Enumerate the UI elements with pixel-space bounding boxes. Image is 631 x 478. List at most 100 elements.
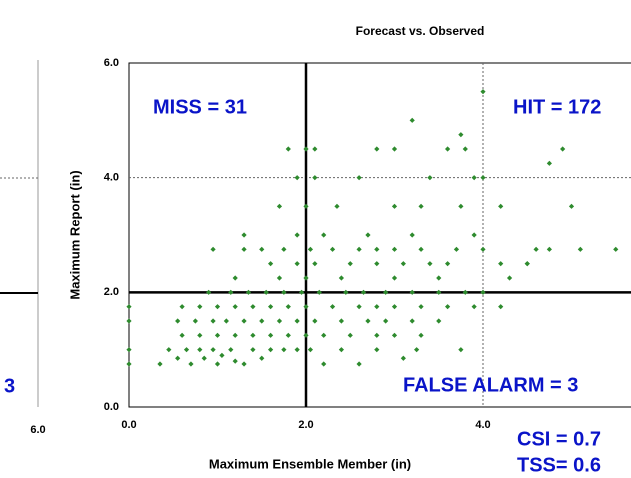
point — [268, 304, 274, 310]
point — [480, 175, 486, 181]
point — [471, 304, 477, 310]
point — [263, 289, 269, 295]
y-axis-label: Maximum Report (in) — [67, 170, 82, 299]
point — [383, 289, 389, 295]
point — [356, 361, 362, 367]
point — [524, 261, 530, 267]
point — [391, 332, 398, 338]
point — [418, 304, 424, 310]
point — [365, 318, 371, 324]
plot-frame — [128, 62, 631, 408]
point — [188, 361, 194, 367]
point — [303, 146, 309, 152]
point — [298, 289, 305, 295]
point — [126, 361, 132, 367]
point — [197, 332, 203, 338]
point — [232, 358, 238, 364]
annotation: 3 — [4, 375, 15, 397]
point — [183, 347, 190, 353]
point — [250, 332, 256, 338]
point — [613, 246, 619, 252]
point — [498, 203, 504, 209]
point — [294, 318, 300, 324]
point — [175, 355, 181, 361]
point — [409, 232, 415, 238]
point — [294, 261, 300, 267]
left-panel-fragment: 6.0 3 — [0, 60, 46, 436]
point — [400, 261, 406, 267]
point — [192, 318, 198, 324]
point — [268, 261, 274, 267]
point — [458, 132, 464, 138]
point — [228, 347, 234, 353]
point — [391, 275, 398, 281]
point — [414, 347, 420, 353]
x-tick-label: 6.0 — [30, 424, 45, 436]
point — [365, 232, 371, 238]
point — [259, 355, 265, 361]
point — [343, 289, 349, 295]
point — [427, 261, 433, 267]
point — [276, 203, 283, 209]
point — [281, 347, 287, 353]
point — [400, 355, 406, 361]
point — [445, 261, 451, 267]
point — [179, 304, 185, 310]
point — [360, 289, 367, 295]
point — [223, 318, 229, 324]
point — [458, 347, 464, 353]
y-tick-label: 0.0 — [104, 401, 119, 413]
point — [197, 347, 203, 353]
point — [338, 347, 344, 353]
point — [259, 318, 265, 324]
point — [281, 289, 287, 295]
y-tick-label: 2.0 — [104, 286, 119, 298]
point — [374, 146, 380, 152]
point — [219, 352, 225, 358]
point — [436, 275, 442, 281]
point — [214, 332, 221, 338]
point — [427, 175, 433, 181]
point — [241, 318, 247, 324]
x-tick-label: 4.0 — [475, 419, 490, 431]
point — [480, 89, 486, 95]
point — [374, 261, 380, 267]
point — [285, 304, 291, 310]
point — [383, 318, 389, 324]
point — [480, 246, 486, 252]
point — [445, 146, 451, 152]
point — [391, 203, 398, 209]
point — [391, 146, 398, 152]
point — [268, 332, 274, 338]
point — [294, 175, 300, 181]
annotation: MISS = 31 — [153, 96, 247, 118]
point — [206, 289, 212, 295]
point — [307, 347, 314, 353]
point — [321, 332, 327, 338]
point — [498, 261, 504, 267]
point — [316, 289, 322, 295]
point — [232, 332, 238, 338]
point — [436, 318, 442, 324]
point — [303, 203, 309, 209]
point — [321, 361, 327, 367]
point — [533, 246, 539, 252]
point — [210, 318, 216, 324]
point — [418, 246, 424, 252]
point — [374, 304, 380, 310]
point — [201, 355, 207, 361]
point — [391, 304, 398, 310]
point — [418, 332, 424, 338]
point — [577, 246, 583, 252]
point — [259, 246, 265, 252]
point — [312, 175, 318, 181]
annotation: HIT = 172 — [513, 96, 601, 118]
point — [453, 246, 460, 252]
point — [338, 275, 344, 281]
point — [436, 289, 442, 295]
annotation: FALSE ALARM = 3 — [403, 374, 578, 396]
point — [409, 289, 415, 295]
point — [329, 246, 336, 252]
point — [334, 203, 340, 209]
